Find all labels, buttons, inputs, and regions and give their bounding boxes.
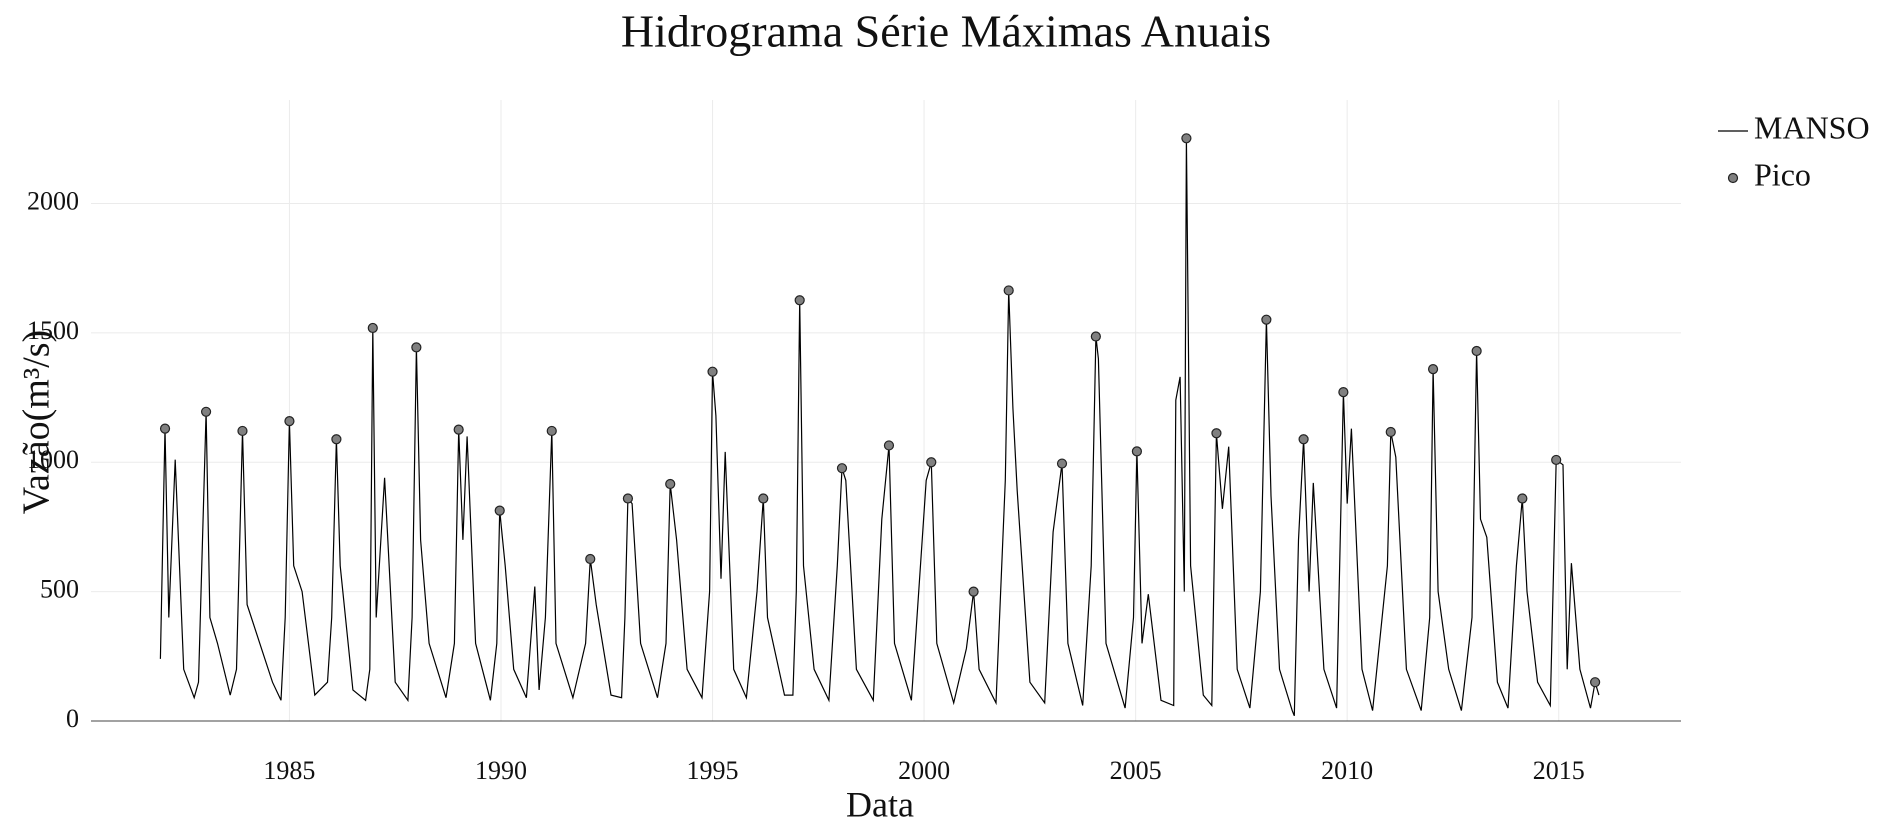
y-tick-label: 500 xyxy=(40,575,79,604)
x-tick-label: 2005 xyxy=(1110,756,1162,785)
peak-marker xyxy=(1298,434,1309,445)
legend-label: Pico xyxy=(1754,156,1811,192)
peak-marker xyxy=(1056,458,1068,469)
peak-marker xyxy=(1385,426,1396,438)
peak-marker xyxy=(411,342,422,353)
peak-marker xyxy=(926,457,937,468)
peak-marker xyxy=(453,424,464,435)
peak-marker xyxy=(1261,314,1272,325)
y-tick-label: 1000 xyxy=(27,445,79,474)
peak-marker xyxy=(1003,285,1014,296)
y-axis-title: Vazão(m³/s) xyxy=(16,330,58,514)
peak-marker xyxy=(1471,345,1482,357)
peak-marker xyxy=(1590,677,1601,688)
peak-marker xyxy=(1211,428,1222,439)
peak-marker xyxy=(1551,454,1562,466)
x-tick-label: 1990 xyxy=(475,756,527,785)
peak-marker xyxy=(1517,493,1528,504)
peak-marker xyxy=(794,295,805,306)
peak-marker xyxy=(331,434,342,445)
legend-label: MANSO xyxy=(1754,109,1870,145)
peak-marker xyxy=(707,366,718,377)
peak-marker xyxy=(237,425,248,437)
peak-marker xyxy=(1181,133,1192,144)
legend-marker xyxy=(1727,172,1739,184)
peak-marker xyxy=(200,406,212,417)
peak-marker xyxy=(367,322,378,334)
peak-marker xyxy=(758,493,769,504)
x-tick-label: 1985 xyxy=(263,756,315,785)
chart-title: Hidrograma Série Máximas Anuais xyxy=(621,6,1271,57)
peak-marker xyxy=(1090,331,1101,342)
peak-marker xyxy=(883,440,895,451)
peak-marker xyxy=(968,586,979,597)
peak-marker xyxy=(494,505,505,516)
peak-marker xyxy=(159,423,171,434)
peak-marker xyxy=(665,478,676,490)
series-line xyxy=(159,138,1600,717)
x-tick-label: 2015 xyxy=(1533,756,1585,785)
peak-marker xyxy=(546,425,557,437)
y-tick-label: 2000 xyxy=(27,186,79,215)
x-axis-title: Data xyxy=(846,784,914,824)
x-tick-label: 1995 xyxy=(687,756,739,785)
x-tick-label: 2000 xyxy=(898,756,950,785)
peak-marker xyxy=(1427,364,1439,375)
peak-marker xyxy=(284,416,295,427)
peak-marker xyxy=(836,463,848,474)
y-tick-label: 0 xyxy=(66,704,79,733)
peak-marker xyxy=(1131,446,1142,457)
peak-marker xyxy=(585,553,596,565)
y-tick-label: 1500 xyxy=(27,316,79,345)
peak-marker xyxy=(1338,387,1349,398)
x-tick-label: 2010 xyxy=(1321,756,1373,785)
peak-marker xyxy=(622,493,634,504)
